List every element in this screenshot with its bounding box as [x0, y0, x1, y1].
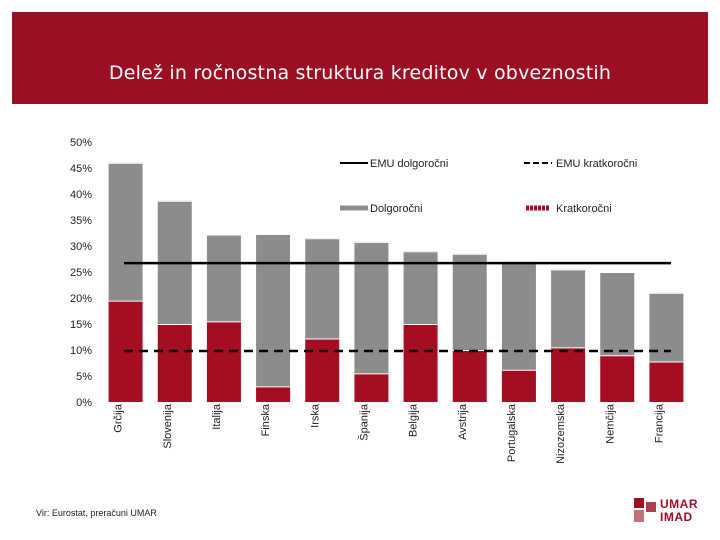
bar-long-term: [108, 162, 143, 301]
category-label: Grčija: [113, 403, 125, 433]
category-label: Irska: [309, 403, 321, 428]
bar-short-term: [256, 386, 291, 402]
category-label: Španija: [357, 403, 370, 441]
category-label: Portugalska: [506, 403, 518, 462]
category-label: Francija: [653, 403, 665, 443]
logo-mark-icon: [634, 498, 656, 522]
bar-long-term: [600, 272, 635, 356]
bar-short-term: [649, 361, 684, 402]
y-tick-label: 50%: [70, 137, 92, 149]
y-tick-label: 40%: [70, 189, 92, 201]
logo-word-top: UMAR: [660, 497, 698, 511]
bar-short-term: [354, 373, 389, 402]
y-tick-label: 15%: [70, 319, 92, 331]
legend-long-label: Dolgoročni: [370, 203, 423, 215]
category-label: Nemčija: [604, 403, 616, 444]
source-note: Vir: Eurostat, preračuni UMAR: [36, 508, 157, 518]
chart-title: Delež in ročnostna struktura kreditov v …: [108, 62, 612, 84]
bar-long-term: [256, 234, 291, 387]
y-tick-label: 0%: [76, 397, 92, 409]
bar-long-term: [551, 269, 586, 348]
logo-word-bottom: IMAD: [660, 510, 693, 524]
header-banner: Delež in ročnostna struktura kreditov v …: [12, 12, 708, 104]
bar-short-term: [206, 321, 241, 402]
bar-long-term: [354, 241, 389, 374]
header-underband: [12, 104, 708, 122]
bar-short-term: [501, 369, 536, 402]
y-tick-label: 10%: [70, 345, 92, 357]
bar-long-term: [305, 238, 340, 339]
y-tick-label: 5%: [76, 371, 92, 383]
category-label: Nizozemska: [555, 403, 567, 464]
bar-short-term: [157, 324, 192, 402]
category-label: Avstrija: [457, 403, 469, 440]
legend-short-label: Kratkoročni: [556, 203, 612, 215]
bar-short-term: [403, 324, 438, 402]
bar-short-term: [305, 338, 340, 402]
bar-long-term: [501, 261, 536, 370]
category-label: Belgija: [408, 403, 420, 437]
bar-long-term: [206, 234, 241, 322]
y-tick-label: 25%: [70, 267, 92, 279]
y-tick-label: 30%: [70, 241, 92, 253]
y-tick-label: 20%: [70, 293, 92, 305]
bar-long-term: [452, 253, 487, 350]
bar-short-term: [600, 355, 635, 402]
y-tick-label: 35%: [70, 215, 92, 227]
category-label: Slovenija: [162, 403, 174, 449]
legend-emu-long-label: EMU dolgoročni: [370, 158, 448, 170]
legend-emu-short-label: EMU kratkoročni: [556, 158, 637, 170]
umar-logo: UMAR IMAD: [632, 496, 704, 524]
bar-short-term: [551, 347, 586, 402]
y-tick-label: 45%: [70, 163, 92, 175]
category-label: Italija: [211, 403, 223, 430]
bar-short-term: [452, 350, 487, 402]
category-label: Finska: [260, 403, 272, 436]
